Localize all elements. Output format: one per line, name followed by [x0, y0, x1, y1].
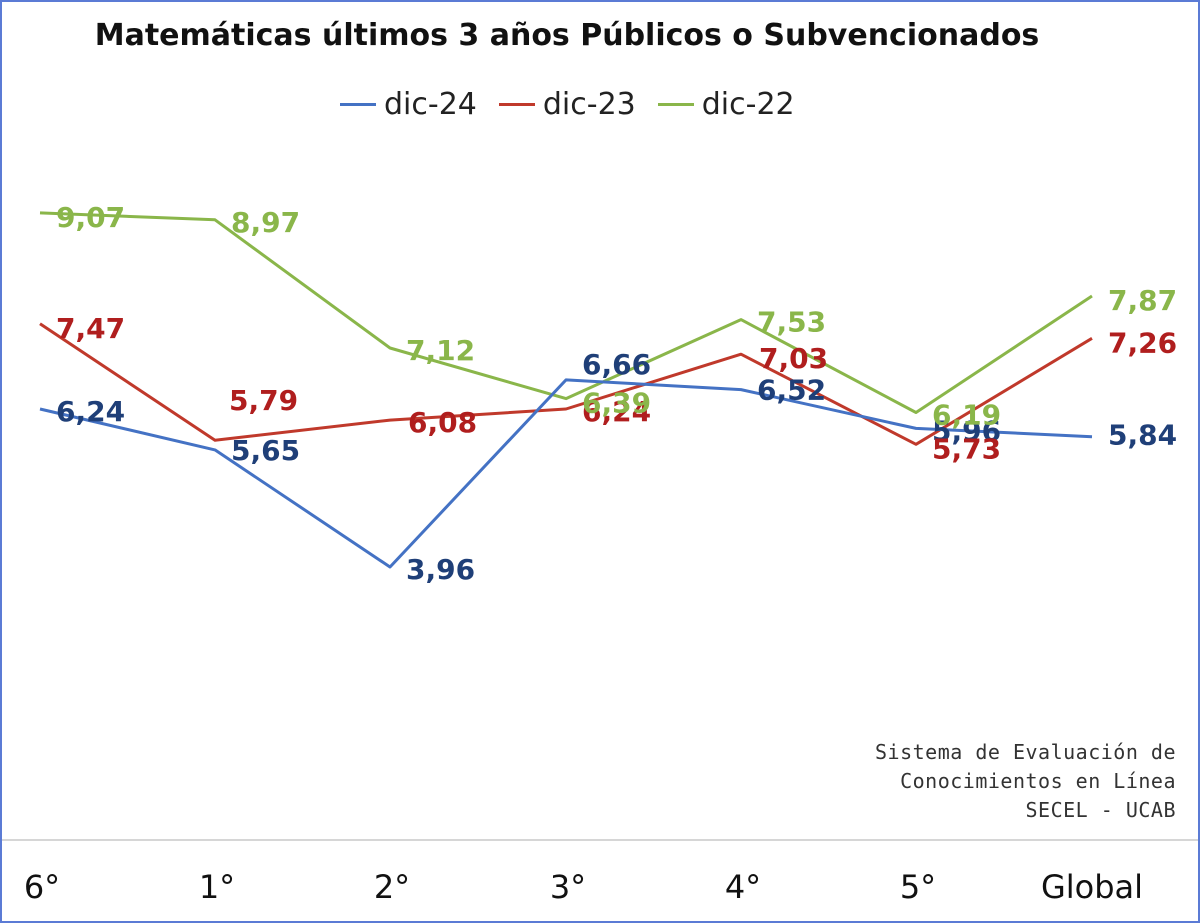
data-label-dic-23: 6,24 — [582, 395, 651, 428]
legend-item-dic-22: dic-22 — [657, 86, 795, 122]
credit-line-1: Sistema de Evaluación de — [875, 740, 1176, 764]
x-tick-label: Global — [1041, 868, 1143, 906]
x-tick-label: 5° — [900, 868, 936, 906]
data-label-dic-24: 5,84 — [1108, 419, 1177, 452]
data-label-dic-24: 6,24 — [56, 395, 125, 428]
series-line-dic-22 — [39, 211, 1093, 414]
legend-label-dic-24: dic-24 — [384, 86, 477, 122]
data-label-dic-22: 7,87 — [1108, 284, 1177, 317]
data-label-dic-22: 6,19 — [932, 398, 1001, 431]
data-label-dic-24: 5,65 — [231, 434, 300, 467]
legend-item-dic-24: dic-24 — [340, 87, 477, 122]
x-tick-label: 6° — [24, 868, 60, 906]
chart-legend: dic-24 dic-23 dic-22 — [340, 84, 817, 124]
x-tick-label: 2° — [374, 868, 410, 906]
data-label-dic-22: 7,12 — [406, 334, 475, 367]
x-tick-label: 4° — [725, 868, 761, 906]
credit-line-3: SECEL - UCAB — [1025, 798, 1176, 822]
legend-label-dic-22: dic-22 — [701, 86, 795, 122]
data-label-dic-22: 6,39 — [582, 387, 651, 420]
data-label-dic-23: 6,08 — [408, 406, 477, 439]
data-label-dic-23: 7,03 — [759, 342, 828, 375]
data-label-dic-24: 3,96 — [406, 553, 475, 586]
data-label-dic-23: 7,26 — [1108, 326, 1177, 359]
data-label-dic-22: 7,53 — [757, 306, 826, 339]
data-label-dic-23: 5,79 — [229, 384, 298, 417]
data-label-dic-24: 6,66 — [582, 348, 651, 381]
series-line-dic-23 — [39, 322, 1093, 446]
credit-line-2: Conocimientos en Línea — [900, 769, 1176, 793]
data-label-dic-24: 6,52 — [757, 374, 826, 407]
data-label-dic-22: 9,07 — [56, 201, 125, 234]
source-credit: Sistema de Evaluación de Conocimientos e… — [875, 738, 1176, 825]
data-label-dic-23: 7,47 — [56, 312, 125, 345]
legend-item-dic-23: dic-23 — [498, 86, 636, 122]
series-line-dic-24 — [39, 378, 1093, 569]
legend-swatch-dic-24 — [340, 102, 376, 106]
legend-swatch-dic-22 — [657, 102, 694, 106]
legend-swatch-dic-23 — [498, 102, 535, 106]
x-tick-label: 3° — [550, 868, 586, 906]
legend-label-dic-23: dic-23 — [542, 86, 636, 122]
data-label-dic-24: 5,96 — [932, 414, 1001, 447]
data-label-dic-23: 5,73 — [932, 432, 1001, 465]
chart-title: Matemáticas últimos 3 años Públicos o Su… — [94, 18, 1040, 53]
x-tick-label: 1° — [199, 868, 235, 906]
data-label-dic-22: 8,97 — [231, 206, 300, 239]
